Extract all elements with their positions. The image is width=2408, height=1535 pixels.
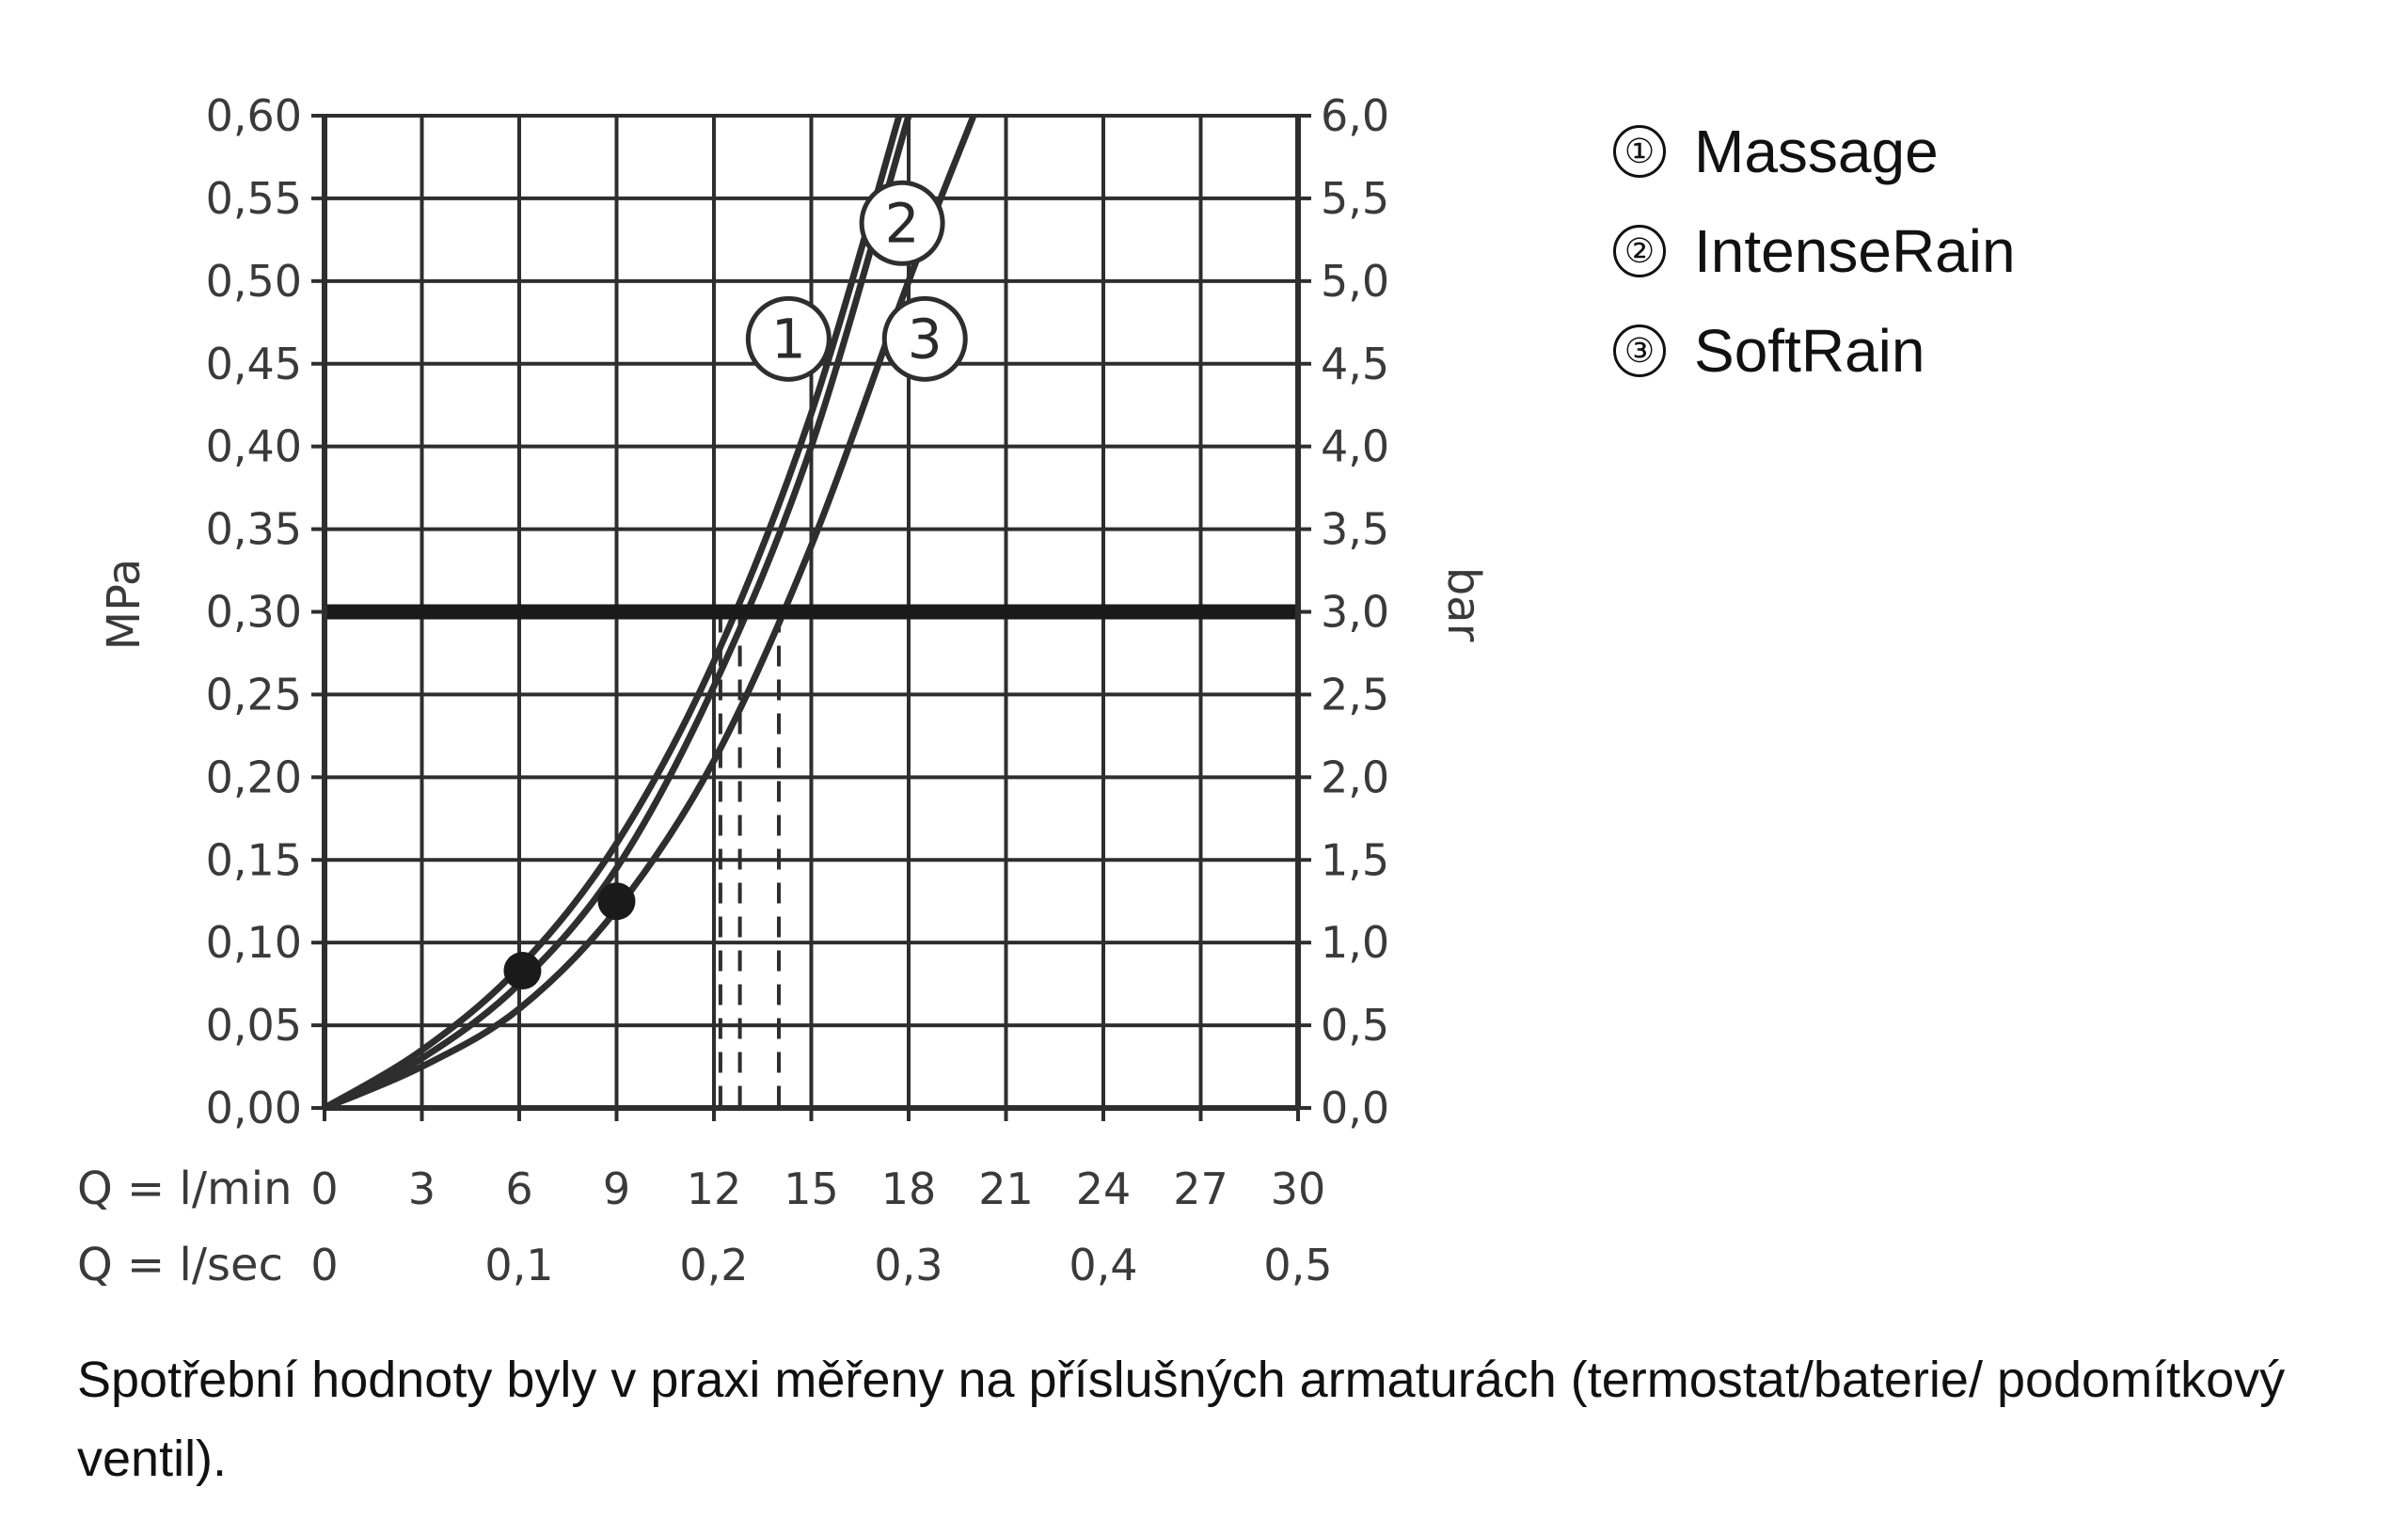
y-right-tick-label: 4,5	[1321, 339, 1389, 389]
x-tick-label-lmin: 0	[310, 1163, 338, 1214]
curve-marker-number: 1	[771, 307, 806, 371]
y-right-tick-label: 5,0	[1321, 256, 1389, 307]
curve-intenserain	[323, 116, 912, 1112]
x-tick-label-lmin: 27	[1173, 1163, 1228, 1214]
operating-point	[503, 952, 542, 990]
legend-item-softrain: ③ SoftRain	[1613, 301, 2016, 401]
y-right-tick-label: 1,0	[1321, 917, 1389, 968]
curve-massage	[323, 116, 903, 1112]
y-left-tick-label: 0,10	[206, 917, 302, 968]
legend-label: SoftRain	[1694, 317, 1925, 385]
y-right-tick-label: 6,0	[1321, 90, 1389, 141]
y-right-tick-label: 5,5	[1321, 173, 1389, 224]
y-axis-right-title: bar	[1437, 567, 1490, 642]
y-right-tick-label: 0,5	[1321, 1000, 1389, 1051]
x-tick-label-lsec: 0,5	[1263, 1240, 1332, 1290]
y-left-tick-label: 0,50	[206, 256, 302, 307]
x-tick-label-lmin: 6	[505, 1163, 532, 1214]
y-axis-left-title: MPa	[98, 559, 150, 651]
legend-item-massage: ① Massage	[1613, 102, 2016, 201]
x-tick-label-lsec: 0,1	[484, 1240, 553, 1290]
legend-label: Massage	[1694, 118, 1939, 185]
legend-marker: ③	[1613, 324, 1666, 377]
x-tick-label-lsec: 0	[310, 1240, 338, 1290]
y-left-tick-label: 0,30	[206, 587, 302, 638]
y-right-tick-label: 2,0	[1321, 752, 1389, 802]
y-left-tick-label: 0,20	[206, 752, 302, 802]
legend-item-intenserain: ② IntenseRain	[1613, 201, 2016, 301]
x-tick-label-lmin: 9	[603, 1163, 630, 1214]
legend-label: IntenseRain	[1694, 217, 2016, 285]
curve-softrain	[323, 116, 977, 1112]
y-left-tick-label: 0,25	[206, 669, 302, 720]
curve-marker-circle	[881, 295, 968, 382]
chart-labels: 0,000,050,100,150,200,250,300,350,400,45…	[77, 90, 1490, 1291]
x-tick-label-lmin: 21	[978, 1163, 1034, 1214]
x-axis-label-lmin: Q = l/min	[77, 1163, 293, 1215]
chart-curves	[323, 116, 977, 1112]
curve-marker-number: 3	[908, 307, 943, 371]
legend-marker: ①	[1613, 125, 1666, 178]
x-tick-label-lmin: 18	[881, 1163, 937, 1214]
chart-caption: Spotřební hodnoty byly v praxi měřeny na…	[77, 1352, 2286, 1487]
y-left-tick-label: 0,40	[206, 421, 302, 472]
y-right-tick-label: 4,0	[1321, 421, 1389, 472]
y-left-tick-label: 0,55	[206, 173, 302, 224]
x-tick-label-lsec: 0,2	[679, 1240, 748, 1290]
legend: ① Massage ② IntenseRain ③ SoftRain	[1613, 102, 2016, 401]
y-left-tick-label: 0,15	[206, 834, 302, 885]
y-right-tick-label: 1,5	[1321, 834, 1389, 885]
operating-point	[597, 882, 636, 921]
y-left-tick-label: 0,00	[206, 1083, 302, 1133]
x-tick-label-lsec: 0,3	[874, 1240, 943, 1290]
chart-frame: 1 2 3	[311, 114, 1311, 1121]
y-right-tick-label: 0,0	[1321, 1083, 1389, 1133]
x-axis-label-lsec: Q = l/sec	[77, 1239, 283, 1291]
y-left-tick-label: 0,05	[206, 1000, 302, 1051]
x-tick-label-lmin: 15	[784, 1163, 839, 1214]
x-tick-label-lmin: 3	[408, 1163, 436, 1214]
y-right-tick-label: 2,5	[1321, 669, 1389, 720]
x-tick-label-lsec: 0,4	[1069, 1240, 1137, 1290]
x-tick-label-lmin: 30	[1271, 1163, 1326, 1214]
y-right-tick-label: 3,5	[1321, 504, 1389, 555]
flow-pressure-chart: 123 0,000,050,100,150,200,250,300,350,40…	[77, 90, 1490, 1291]
y-right-tick-label: 3,0	[1321, 587, 1389, 638]
curve-marker-circle	[745, 295, 832, 382]
curve-marker-circle	[859, 180, 945, 266]
curve-marker-number: 2	[885, 191, 920, 255]
y-left-tick-label: 0,60	[206, 90, 302, 141]
y-left-tick-label: 0,45	[206, 339, 302, 389]
x-tick-label-lmin: 24	[1076, 1163, 1132, 1214]
x-tick-label-lmin: 12	[687, 1163, 742, 1214]
legend-marker: ②	[1613, 225, 1666, 277]
y-left-tick-label: 0,35	[206, 504, 302, 555]
